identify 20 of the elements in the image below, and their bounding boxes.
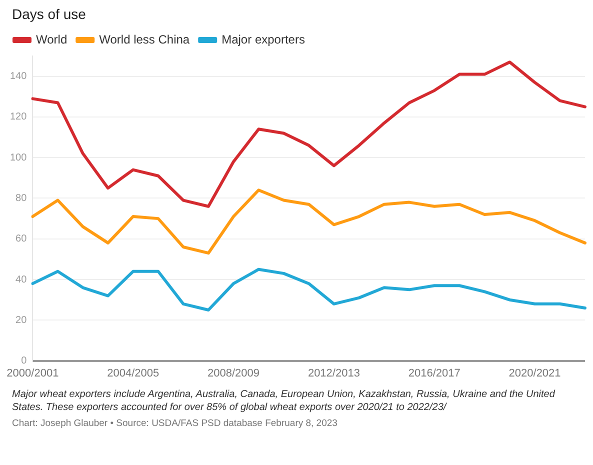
x-tick-label: 2008/2009 [208, 367, 260, 380]
y-tick-label: 120 [10, 112, 28, 123]
y-tick-label: 60 [16, 234, 28, 245]
y-tick-label: 20 [16, 314, 28, 326]
x-tick-label: 2004/2005 [107, 367, 160, 380]
x-tick-label: 2012/2013 [308, 367, 360, 380]
text: Major wheat exporters include Argentina, Australia, Canada, European Union, Kazakhstan, Russia, Ukraine and the United States. These exporters accounted for over 85% of global wheat exports over 2020/21 to 2022/23/ [12, 388, 556, 414]
legend-label: World less China [99, 32, 190, 46]
legend-label: Major exporters [222, 32, 305, 46]
y-tick-label: 100 [10, 152, 28, 164]
x-tick-label: 2020/2021 [508, 367, 561, 380]
legend-label: World [36, 32, 68, 46]
chart-title: Days of use [11, 5, 87, 24]
y-tick-label: 140 [10, 71, 28, 82]
y-tick-label: 0 [21, 356, 28, 367]
x-tick-label: 2000/2001 [6, 367, 59, 380]
y-tick-label: 80 [16, 192, 28, 204]
x-tick-label: 2016/2017 [408, 367, 460, 380]
text: Chart: Joseph Glauber • Source: USDA/FAS PSD database February 8, 2023 [12, 418, 338, 429]
y-tick-label: 40 [16, 274, 28, 286]
